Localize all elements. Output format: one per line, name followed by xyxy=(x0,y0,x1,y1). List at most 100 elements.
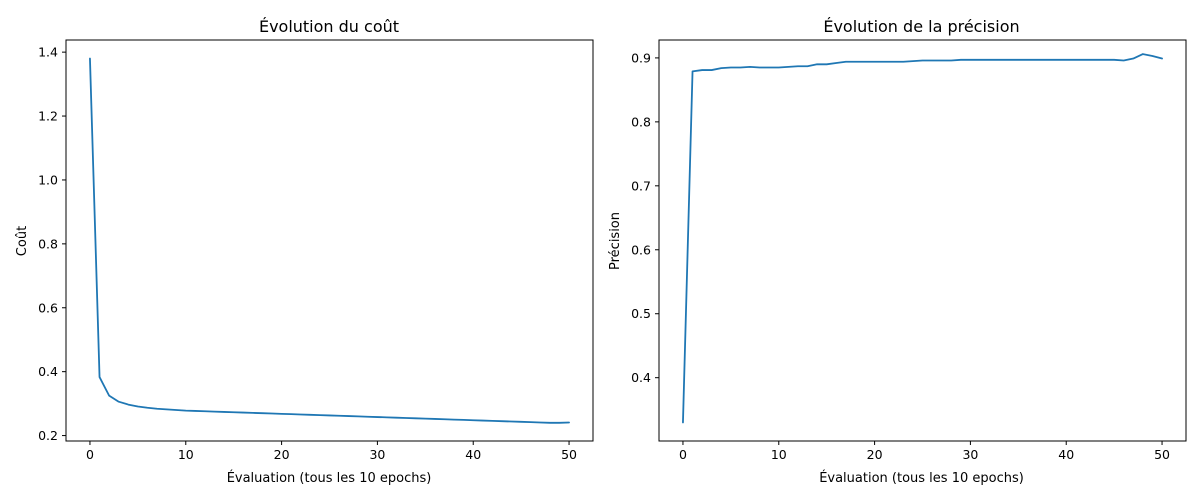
precision-data-point xyxy=(1046,59,1048,61)
precision-chart-xlabel: Évaluation (tous les 10 epochs) xyxy=(819,470,1024,486)
precision-chart-panel: Évolution de la précision Évaluation (to… xyxy=(608,17,1187,486)
precision-data-point xyxy=(912,60,914,62)
precision-data-point xyxy=(711,69,713,71)
cost-data-point xyxy=(482,420,484,422)
cost-data-point xyxy=(338,415,340,417)
cost-axes-frame xyxy=(65,39,594,442)
cost-data-point xyxy=(262,412,264,414)
cost-ytick-label: 1.0 xyxy=(38,172,58,187)
cost-data-point xyxy=(377,416,379,418)
cost-data-point xyxy=(559,422,561,424)
cost-data-point xyxy=(386,416,388,418)
cost-data-point xyxy=(511,421,513,423)
precision-data-point xyxy=(1008,59,1010,61)
cost-data-point xyxy=(309,414,311,416)
precision-data-point xyxy=(730,67,732,69)
cost-data-point xyxy=(491,420,493,422)
precision-chart-ylabel: Précision xyxy=(608,212,623,270)
precision-data-point xyxy=(778,67,780,69)
cost-data-point xyxy=(252,412,254,414)
precision-data-point xyxy=(740,67,742,69)
precision-data-point xyxy=(1037,59,1039,61)
cost-data-point xyxy=(118,401,120,403)
cost-data-point xyxy=(434,418,436,420)
precision-data-point xyxy=(797,65,799,67)
cost-data-point xyxy=(396,417,398,419)
cost-data-point xyxy=(156,408,158,410)
precision-data-point xyxy=(768,67,770,69)
precision-data-point xyxy=(1094,59,1096,61)
precision-data-point xyxy=(998,59,1000,61)
precision-data-point xyxy=(979,59,981,61)
cost-chart-title: Évolution du coût xyxy=(259,17,399,36)
cost-data-point xyxy=(424,418,426,420)
cost-xtick-label: 20 xyxy=(274,447,290,462)
cost-chart-panel: Évolution du coût Évaluation (tous les 1… xyxy=(15,17,594,486)
precision-data-point xyxy=(1104,59,1106,61)
cost-data-point xyxy=(549,422,551,424)
precision-data-point xyxy=(682,422,684,424)
cost-data-point xyxy=(214,411,216,413)
precision-data-point xyxy=(1132,58,1134,60)
cost-data-point xyxy=(453,419,455,421)
precision-data-point xyxy=(1113,59,1115,61)
precision-xtick-label: 0 xyxy=(679,447,687,462)
precision-ytick-label: 0.5 xyxy=(631,306,651,321)
cost-data-point xyxy=(348,415,350,417)
cost-data-point xyxy=(194,410,196,412)
precision-ytick-label: 0.4 xyxy=(631,370,651,385)
cost-data-point xyxy=(204,410,206,412)
precision-axes-frame xyxy=(658,39,1187,442)
precision-xtick-label: 50 xyxy=(1154,447,1170,462)
cost-data-point xyxy=(127,404,129,406)
cost-ytick-label: 0.8 xyxy=(38,236,58,251)
cost-data-point xyxy=(242,412,244,414)
precision-data-point xyxy=(845,61,847,63)
cost-data-point xyxy=(185,410,187,412)
precision-data-point xyxy=(960,59,962,61)
precision-ytick-label: 0.8 xyxy=(631,114,651,129)
precision-ytick-label: 0.6 xyxy=(631,242,651,257)
cost-data-point xyxy=(568,422,570,424)
cost-data-point xyxy=(89,58,91,60)
cost-data-point xyxy=(463,419,465,421)
cost-data-point xyxy=(166,408,168,410)
precision-data-point xyxy=(807,65,809,67)
cost-data-point xyxy=(99,376,101,378)
cost-data-point xyxy=(137,406,139,408)
cost-xtick-label: 40 xyxy=(465,447,481,462)
cost-data-point xyxy=(147,407,149,409)
precision-data-point xyxy=(922,60,924,62)
precision-data-point xyxy=(816,63,818,65)
precision-data-point xyxy=(1142,53,1144,55)
precision-xtick-label: 10 xyxy=(771,447,787,462)
cost-data-point xyxy=(223,411,225,413)
cost-chart-ylabel: Coût xyxy=(15,226,30,256)
precision-data-point xyxy=(864,61,866,63)
precision-data-point xyxy=(1017,59,1019,61)
precision-data-point xyxy=(941,60,943,62)
precision-ytick-label: 0.9 xyxy=(631,50,651,65)
precision-data-point xyxy=(1161,58,1163,60)
precision-data-point xyxy=(883,61,885,63)
precision-xtick-label: 40 xyxy=(1058,447,1074,462)
precision-data-point xyxy=(701,69,703,71)
cost-data-point xyxy=(367,416,369,418)
cost-data-point xyxy=(501,420,503,422)
cost-data-point xyxy=(108,395,110,397)
precision-data-point xyxy=(1056,59,1058,61)
cost-data-point xyxy=(271,413,273,415)
cost-ytick-label: 0.4 xyxy=(38,364,58,379)
precision-data-point xyxy=(826,63,828,65)
cost-ytick-label: 1.2 xyxy=(38,109,58,124)
cost-data-point xyxy=(539,422,541,424)
precision-xtick-label: 30 xyxy=(962,447,978,462)
precision-data-point xyxy=(931,60,933,62)
precision-data-point xyxy=(970,59,972,61)
cost-data-point xyxy=(357,415,359,417)
precision-data-point xyxy=(1065,59,1067,61)
precision-data-point xyxy=(1123,60,1125,62)
cost-ytick-label: 0.2 xyxy=(38,428,58,443)
cost-series-line xyxy=(89,57,570,424)
